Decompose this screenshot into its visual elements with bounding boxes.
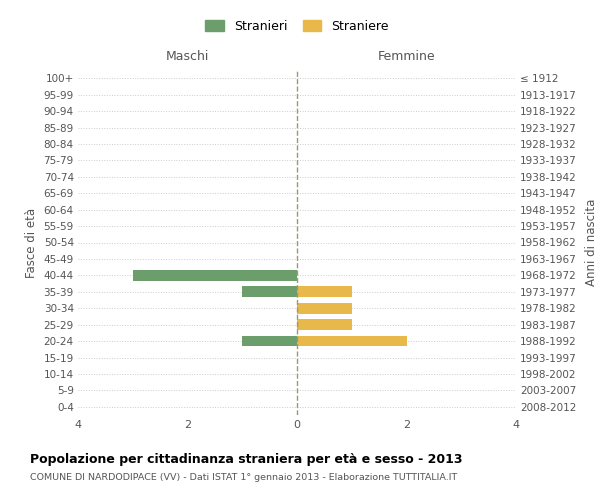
- Text: COMUNE DI NARDODIPACE (VV) - Dati ISTAT 1° gennaio 2013 - Elaborazione TUTTITALI: COMUNE DI NARDODIPACE (VV) - Dati ISTAT …: [30, 472, 457, 482]
- Bar: [297, 286, 352, 297]
- Bar: [297, 336, 407, 346]
- Bar: [242, 286, 297, 297]
- Y-axis label: Fasce di età: Fasce di età: [25, 208, 38, 278]
- Bar: [297, 303, 352, 314]
- Legend: Stranieri, Straniere: Stranieri, Straniere: [200, 15, 394, 38]
- Bar: [297, 320, 352, 330]
- Bar: [133, 270, 297, 280]
- Bar: [242, 336, 297, 346]
- Y-axis label: Anni di nascita: Anni di nascita: [585, 199, 598, 286]
- Text: Popolazione per cittadinanza straniera per età e sesso - 2013: Popolazione per cittadinanza straniera p…: [30, 452, 463, 466]
- Text: Maschi: Maschi: [166, 50, 209, 63]
- Text: Femmine: Femmine: [377, 50, 436, 63]
